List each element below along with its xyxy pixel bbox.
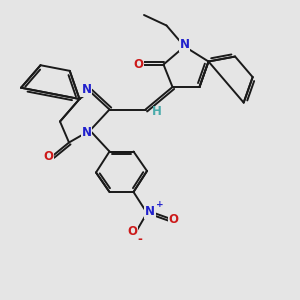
Text: H: H xyxy=(152,105,162,119)
Text: O: O xyxy=(43,149,53,163)
Text: N: N xyxy=(179,38,190,51)
Text: N: N xyxy=(81,83,92,96)
Text: O: O xyxy=(134,58,144,71)
Text: N: N xyxy=(145,205,155,218)
Text: N: N xyxy=(81,126,92,139)
Text: +: + xyxy=(156,200,164,209)
Text: -: - xyxy=(138,233,142,247)
Text: O: O xyxy=(127,225,137,238)
Text: O: O xyxy=(168,213,178,226)
